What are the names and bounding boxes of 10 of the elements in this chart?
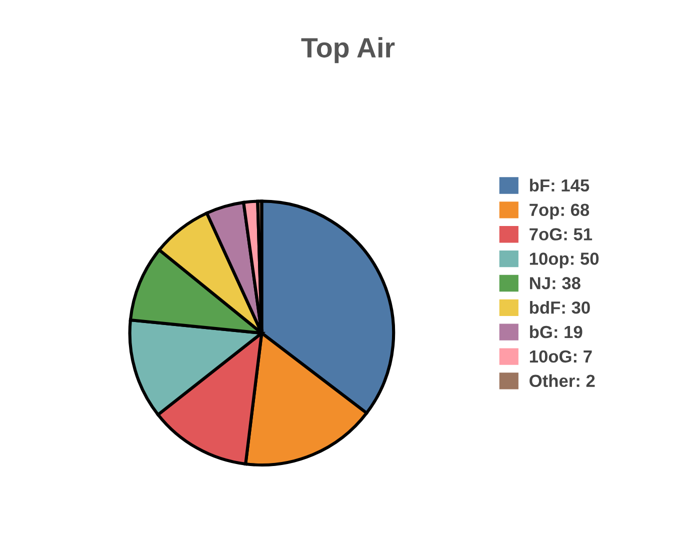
legend-label: 7op: 68 (530, 204, 590, 220)
legend-label: bdF: 30 (530, 300, 590, 314)
legend-label: NJ: 38 (530, 277, 580, 290)
legend-label: 10op: 50 (530, 252, 599, 268)
legend-label: bF: 145 (530, 178, 590, 192)
legend-label: 7oG: 51 (530, 228, 592, 240)
legend-label: 10oG: 7 (530, 350, 592, 363)
legend-label: bG: 19 (530, 325, 582, 338)
chart-title: Top Air (301, 37, 395, 64)
legend-label: Other: 2 (530, 374, 595, 388)
